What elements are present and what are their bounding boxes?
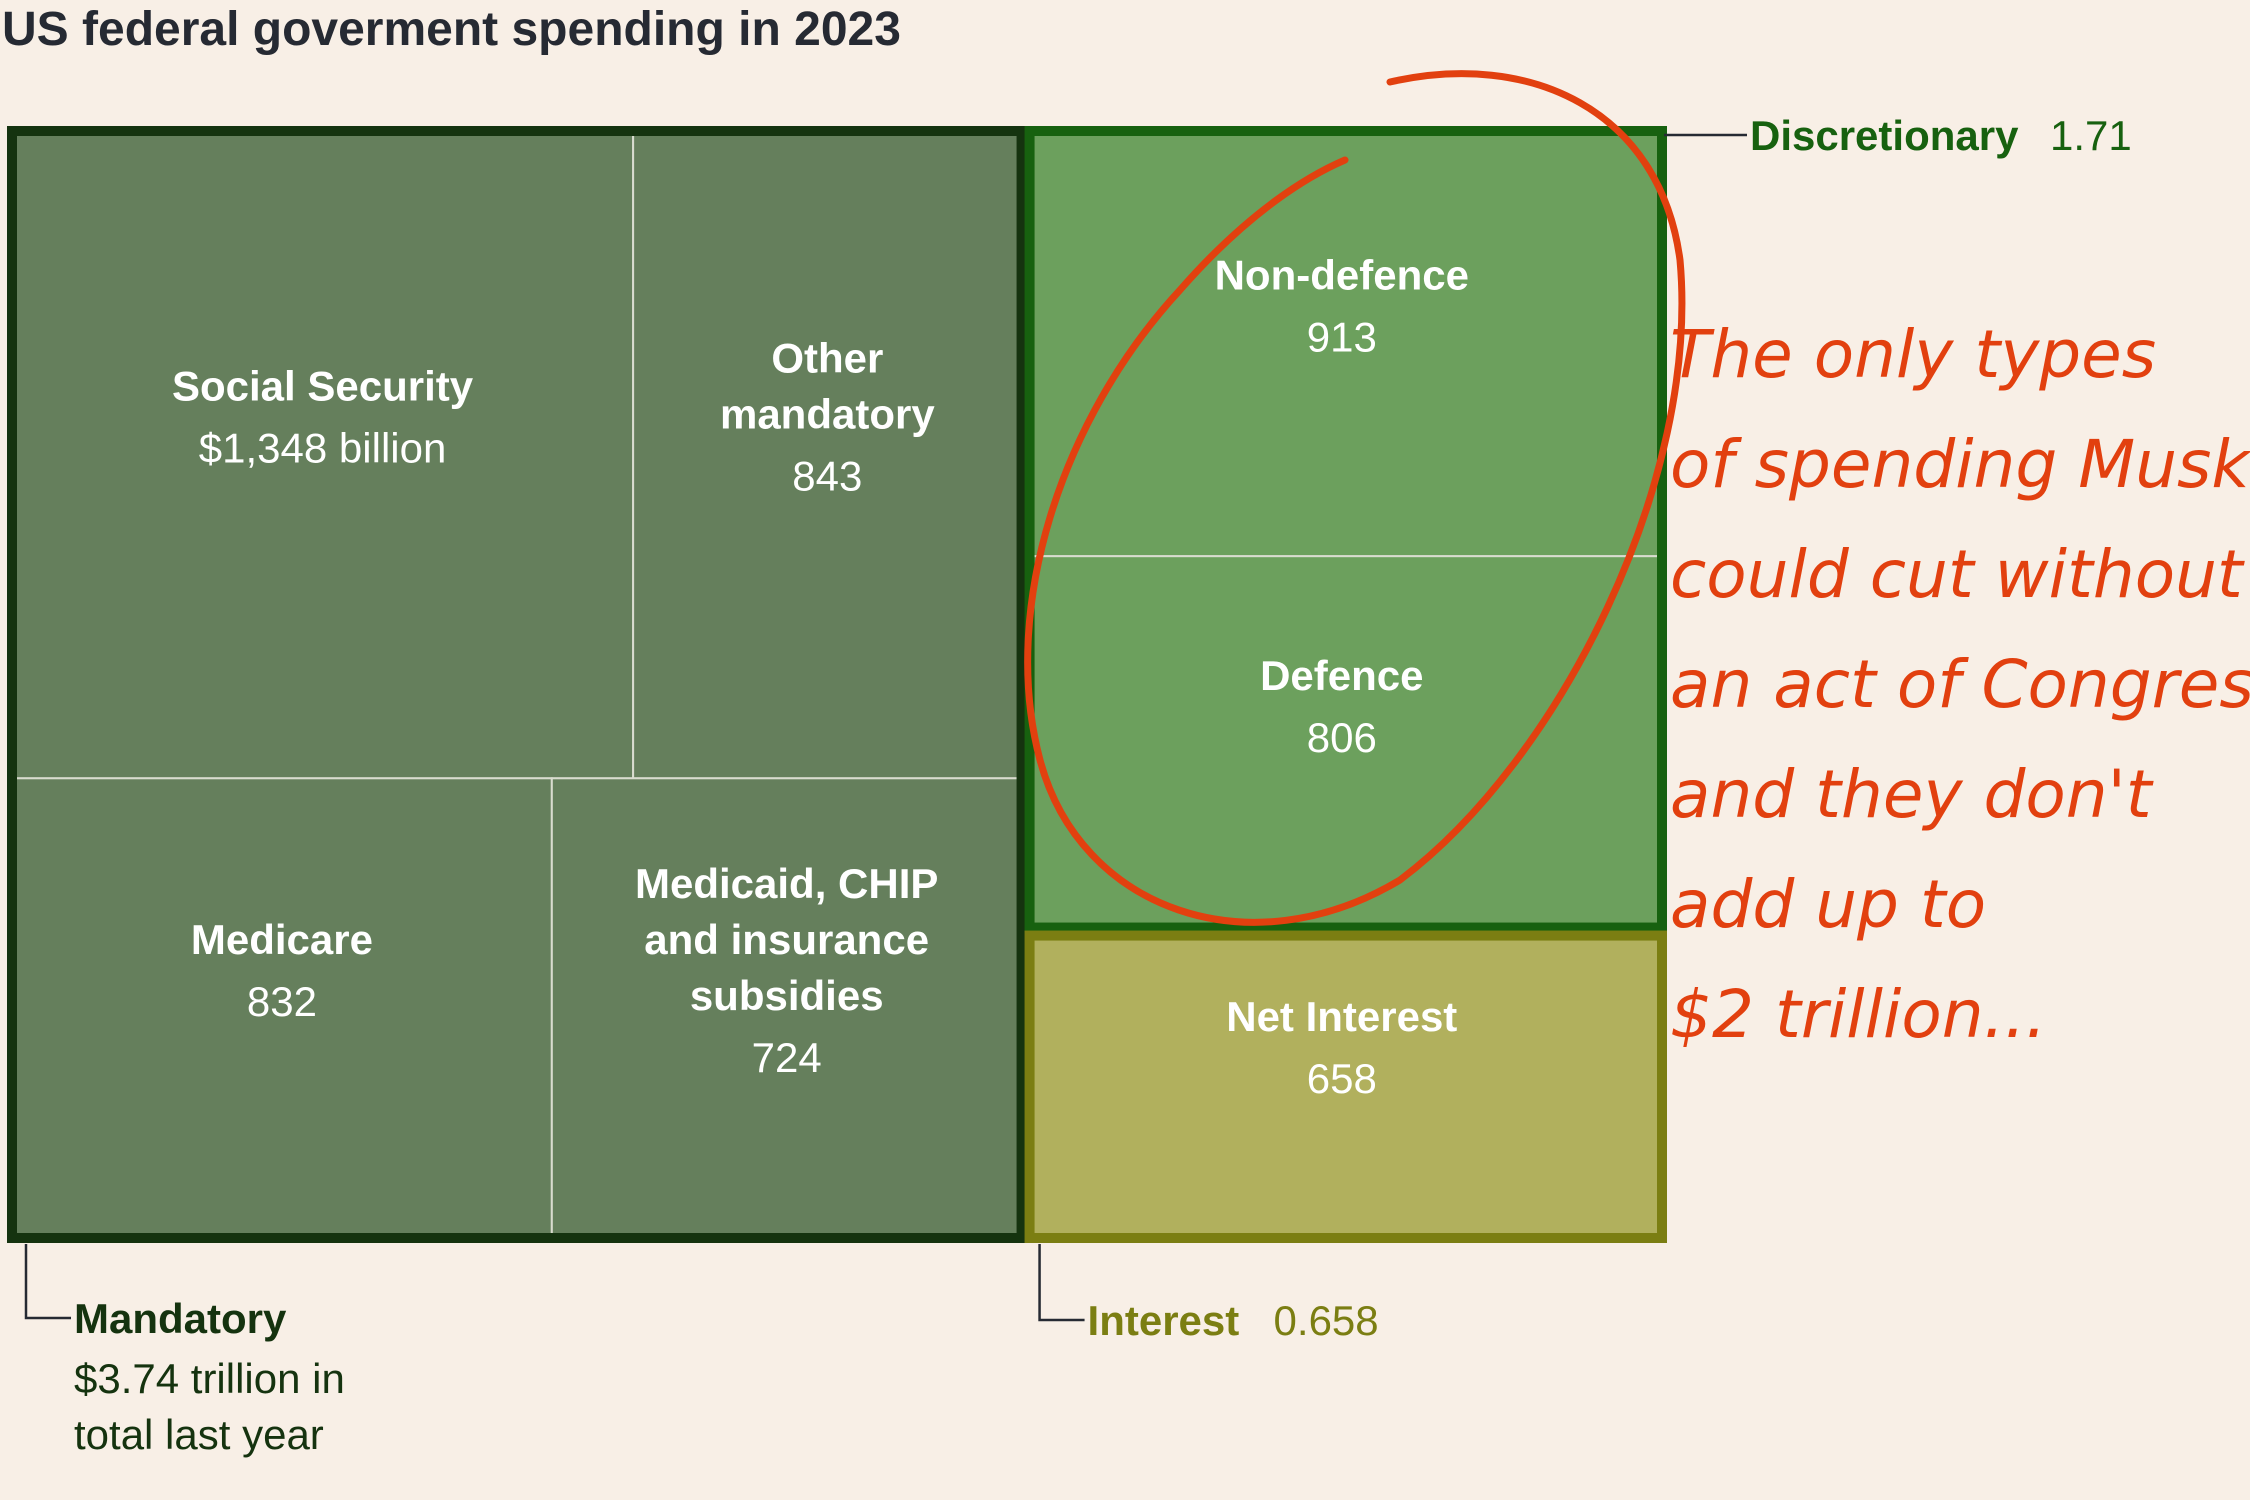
annotation-line: an act of Congress [1670,646,2250,723]
group-label-mandatory: Mandatory [74,1295,287,1342]
group-label-interest: Interest [1088,1297,1240,1344]
hand-drawn-circle-icon [1024,70,1686,926]
group-summary-mandatory: total last year [74,1411,324,1458]
annotation-line: $2 trillion... [1670,976,2047,1053]
group-border-discretionary [1024,126,1668,933]
cell-defence [1020,555,1663,933]
cell-value-net-interest: 658 [1307,1055,1377,1102]
annotation-line: of spending Musk [1670,426,2250,503]
group-border-mandatory [7,126,1027,1243]
cell-medicare [11,777,553,1239]
cell-label-social-security: Social Security [172,363,474,410]
cell-label-medicare: Medicare [191,916,373,963]
cell-label-other-mandatory: Other [771,335,883,382]
cell-value-non-defence: 913 [1307,314,1377,361]
cell-label-defence: Defence [1260,652,1423,699]
cell-net-interest [1020,930,1663,1239]
leader-interest [1038,1244,1085,1322]
group-summary-mandatory: $3.74 trillion in [74,1355,345,1402]
group-label-discretionary: Discretionary [1750,112,2019,159]
leader-mandatory [24,1244,71,1320]
group-total-interest: 0.658 [1274,1297,1379,1344]
annotation-line: add up to [1670,866,1987,943]
cell-label-medicaid-chip-and-insurance-subsidies: Medicaid, CHIP [635,860,938,907]
cell-social-security [11,130,635,780]
cell-medicaid-chip-and-insurance-subsidies [550,777,1023,1239]
cell-value-medicare: 832 [247,978,317,1025]
handwritten-annotation: The only types of spending Musk could cut … [1670,300,2250,1070]
cell-label-net-interest: Net Interest [1226,993,1457,1040]
annotation-line: and they don't [1670,756,2152,833]
group-total-discretionary: 1.71 [2050,112,2132,159]
chart-title: US federal goverment spending in 2023 [2,3,901,56]
cell-label-medicaid-chip-and-insurance-subsidies: subsidies [690,972,884,1019]
cell-value-social-security: $1,348 billion [199,425,447,472]
cell-value-other-mandatory: 843 [792,453,862,500]
cell-value-defence: 806 [1307,714,1377,761]
cell-label-medicaid-chip-and-insurance-subsidies: and insurance [644,916,929,963]
annotation-line: could cut without [1670,536,2243,613]
annotation-line: The only types [1670,316,2157,393]
cell-label-non-defence: Non-defence [1215,252,1469,299]
cell-value-medicaid-chip-and-insurance-subsidies: 724 [752,1034,822,1081]
group-border-interest [1024,930,1668,1243]
cell-label-other-mandatory: mandatory [720,391,935,438]
